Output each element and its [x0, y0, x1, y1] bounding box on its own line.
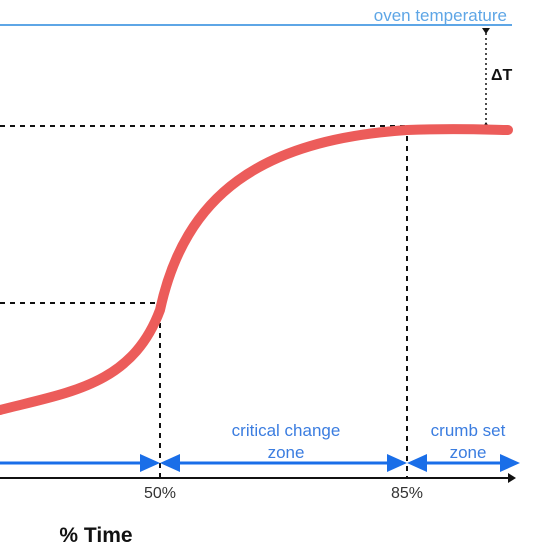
critical-zone-arrowhead-right — [387, 454, 407, 472]
tick-label-50: 50% — [144, 485, 176, 502]
crumb-zone-arrowhead-left — [407, 454, 427, 472]
crumb-zone-arrowhead-right — [500, 454, 520, 472]
delta-t-arrowhead-top — [482, 28, 490, 34]
critical-change-zone-label-line2: zone — [268, 443, 305, 462]
delta-t-label: ΔT — [491, 67, 513, 84]
crumb-set-zone-label-line1: crumb set — [431, 421, 506, 440]
critical-zone-arrowhead-left — [160, 454, 180, 472]
x-axis-arrowhead — [508, 473, 516, 483]
temperature-curve — [0, 124, 513, 415]
tick-label-85: 85% — [391, 485, 423, 502]
crumb-set-zone-label-line2: zone — [450, 443, 487, 462]
oven-temperature-label: oven temperature — [374, 6, 507, 25]
initial-zone-arrowhead — [140, 454, 160, 472]
critical-change-zone-label-line1: critical change — [232, 421, 341, 440]
x-axis-title: % Time — [59, 524, 132, 547]
